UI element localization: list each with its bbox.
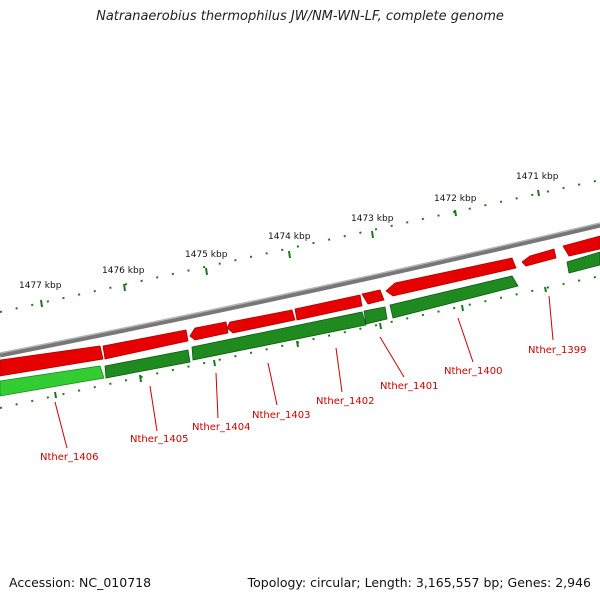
gene-label-nther-1404: Nther_1404 xyxy=(192,422,250,433)
tick-1473 xyxy=(371,230,374,239)
gene-arrow-reverse xyxy=(389,275,519,319)
gene-arrow-forward xyxy=(294,294,363,321)
accession-text: Accession: NC_010718 xyxy=(9,575,152,590)
ruler-label-1476: 1476 kbp xyxy=(102,266,145,276)
inner-tick xyxy=(461,304,464,312)
gene-arrow-reverse xyxy=(566,251,600,274)
leader-1404 xyxy=(215,372,219,419)
inner-ruler-major-ticks xyxy=(54,286,547,399)
gene-label-nther-1400: Nther_1400 xyxy=(444,366,502,377)
gene-arrow-forward xyxy=(562,235,600,257)
inner-tick xyxy=(379,322,382,330)
gene-arrow-reverse xyxy=(104,349,191,379)
tick-1472 xyxy=(454,209,457,217)
leader-1402 xyxy=(335,347,343,393)
leader-1405 xyxy=(149,385,158,432)
gene-label-nther-1399: Nther_1399 xyxy=(528,345,586,356)
tick-1475 xyxy=(205,267,208,276)
gene-arrow-forward xyxy=(0,345,104,377)
ruler-label-1472: 1472 kbp xyxy=(434,194,477,204)
tick-1477 xyxy=(40,299,43,308)
leader-1400 xyxy=(457,317,474,363)
leader-1403 xyxy=(267,362,278,406)
tick-1474 xyxy=(288,250,291,259)
gene-label-nther-1401: Nther_1401 xyxy=(380,381,438,392)
reverse-strand-genes xyxy=(0,251,600,397)
tick-1476 xyxy=(123,283,126,292)
forward-strand-genes xyxy=(0,235,600,377)
gene-label-nther-1405: Nther_1405 xyxy=(130,434,188,445)
ruler-label-1471: 1471 kbp xyxy=(516,172,559,182)
tick-1471 xyxy=(537,189,540,197)
ruler-label-1474: 1474 kbp xyxy=(268,232,311,242)
genome-backbone xyxy=(0,222,600,358)
inner-tick xyxy=(139,374,142,383)
gene-arrow-reverse xyxy=(191,311,367,361)
gene-arrow-forward xyxy=(102,329,189,360)
map-title: Natranaerobius thermophilus JW/NM-WN-LF,… xyxy=(96,9,504,24)
ruler-label-1477: 1477 kbp xyxy=(19,281,62,291)
inner-tick xyxy=(296,340,299,348)
inner-tick xyxy=(54,391,57,399)
gene-label-nther-1406: Nther_1406 xyxy=(40,452,98,463)
genome-backbone-highlight xyxy=(0,222,600,354)
gene-arrow-forward xyxy=(189,321,229,341)
gene-label-nther-1402: Nther_1402 xyxy=(316,396,374,407)
gene-arrow-forward xyxy=(361,289,385,305)
leader-1401 xyxy=(379,336,405,378)
leader-1399 xyxy=(548,295,554,341)
ruler-major-ticks xyxy=(40,189,540,308)
gene-arrow-forward xyxy=(226,309,296,334)
ruler-label-1473: 1473 kbp xyxy=(351,214,394,224)
leader-1406 xyxy=(54,401,68,449)
gene-label-nther-1403: Nther_1403 xyxy=(252,410,310,421)
inner-ruler-dotted-arc xyxy=(0,275,600,409)
genome-summary-text: Topology: circular; Length: 3,165,557 bp… xyxy=(247,575,591,590)
gene-arrow-forward xyxy=(521,248,557,267)
gene-arrow-reverse xyxy=(363,306,388,325)
gene-arrow-reverse-highlight xyxy=(0,365,105,397)
inner-tick xyxy=(213,359,216,367)
gene-label-leaders xyxy=(54,295,554,449)
inner-tick xyxy=(544,286,547,293)
ruler-label-1475: 1475 kbp xyxy=(185,250,228,260)
gene-arrow-forward xyxy=(385,257,517,297)
